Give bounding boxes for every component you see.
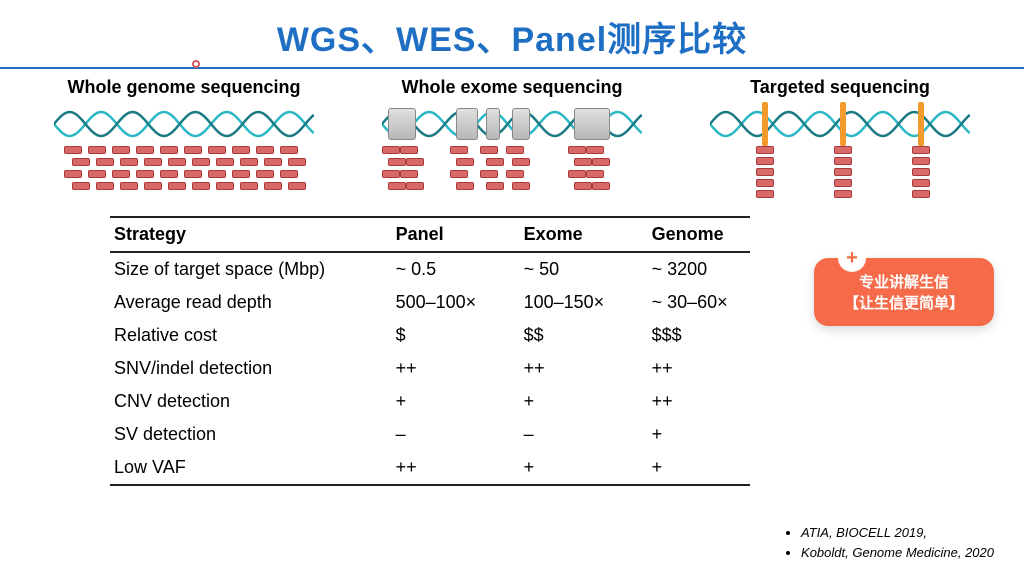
helix-wes <box>382 104 642 144</box>
table-cell: + <box>648 418 750 451</box>
diagram-wgs: Whole genome sequencing <box>54 77 314 204</box>
badge-line2: 【让生信更简单】 <box>824 293 984 314</box>
table-cell: – <box>392 418 520 451</box>
diagram-wes: Whole exome sequencing <box>382 77 642 204</box>
table-cell: Average read depth <box>110 286 392 319</box>
page-title: WGS、WES、Panel测序比较 <box>0 0 1024 69</box>
table-cell: $ <box>392 319 520 352</box>
table-cell: ~ 30–60× <box>648 286 750 319</box>
table-header: Panel <box>392 217 520 252</box>
table-header: Exome <box>520 217 648 252</box>
table-cell: Relative cost <box>110 319 392 352</box>
citation-item: ATIA, BIOCELL 2019, <box>801 523 994 543</box>
diagram-label: Whole genome sequencing <box>67 77 300 98</box>
badge-line1: 专业讲解生信 <box>824 272 984 293</box>
table-cell: 500–100× <box>392 286 520 319</box>
table-row: SV detection––+ <box>110 418 750 451</box>
table-row: Average read depth500–100×100–150×~ 30–6… <box>110 286 750 319</box>
table-header: Genome <box>648 217 750 252</box>
citation-item: Koboldt, Genome Medicine, 2020 <box>801 543 994 563</box>
table-row: SNV/indel detection++++++ <box>110 352 750 385</box>
promo-badge: + 专业讲解生信 【让生信更简单】 <box>814 258 994 326</box>
plus-icon: + <box>838 244 866 272</box>
helix-wgs <box>54 104 314 144</box>
table-cell: 100–150× <box>520 286 648 319</box>
table-cell: $$ <box>520 319 648 352</box>
reads-wes <box>382 144 642 204</box>
helix-targeted <box>710 104 970 144</box>
table-row: Relative cost$$$$$$ <box>110 319 750 352</box>
table-cell: ++ <box>648 352 750 385</box>
table-cell: Low VAF <box>110 451 392 485</box>
table-cell: + <box>520 451 648 485</box>
table-cell: SNV/indel detection <box>110 352 392 385</box>
diagram-label: Whole exome sequencing <box>401 77 622 98</box>
diagram-targeted: Targeted sequencing <box>710 77 970 204</box>
table-cell: + <box>520 385 648 418</box>
diagram-row: Whole genome sequencing Whole exome sequ… <box>0 69 1024 208</box>
table-row: CNV detection++++ <box>110 385 750 418</box>
citations: ATIA, BIOCELL 2019, Koboldt, Genome Medi… <box>785 523 994 562</box>
table-cell: ++ <box>520 352 648 385</box>
table-cell: ++ <box>392 451 520 485</box>
table-cell: Size of target space (Mbp) <box>110 252 392 286</box>
table-cell: + <box>392 385 520 418</box>
reads-wgs <box>54 144 314 204</box>
accent-dot <box>192 60 200 68</box>
table-cell: ~ 50 <box>520 252 648 286</box>
table-cell: + <box>648 451 750 485</box>
table-row: Size of target space (Mbp)~ 0.5~ 50~ 320… <box>110 252 750 286</box>
table-cell: ++ <box>392 352 520 385</box>
table-header-row: StrategyPanelExomeGenome <box>110 217 750 252</box>
diagram-label: Targeted sequencing <box>750 77 930 98</box>
table-body: Size of target space (Mbp)~ 0.5~ 50~ 320… <box>110 252 750 485</box>
table-cell: ++ <box>648 385 750 418</box>
table-cell: SV detection <box>110 418 392 451</box>
table-header: Strategy <box>110 217 392 252</box>
table-cell: ~ 3200 <box>648 252 750 286</box>
comparison-table: StrategyPanelExomeGenome Size of target … <box>110 216 750 486</box>
table-cell: – <box>520 418 648 451</box>
table-cell: ~ 0.5 <box>392 252 520 286</box>
table-cell: CNV detection <box>110 385 392 418</box>
reads-targeted <box>710 144 970 204</box>
table-row: Low VAF++++ <box>110 451 750 485</box>
table-cell: $$$ <box>648 319 750 352</box>
